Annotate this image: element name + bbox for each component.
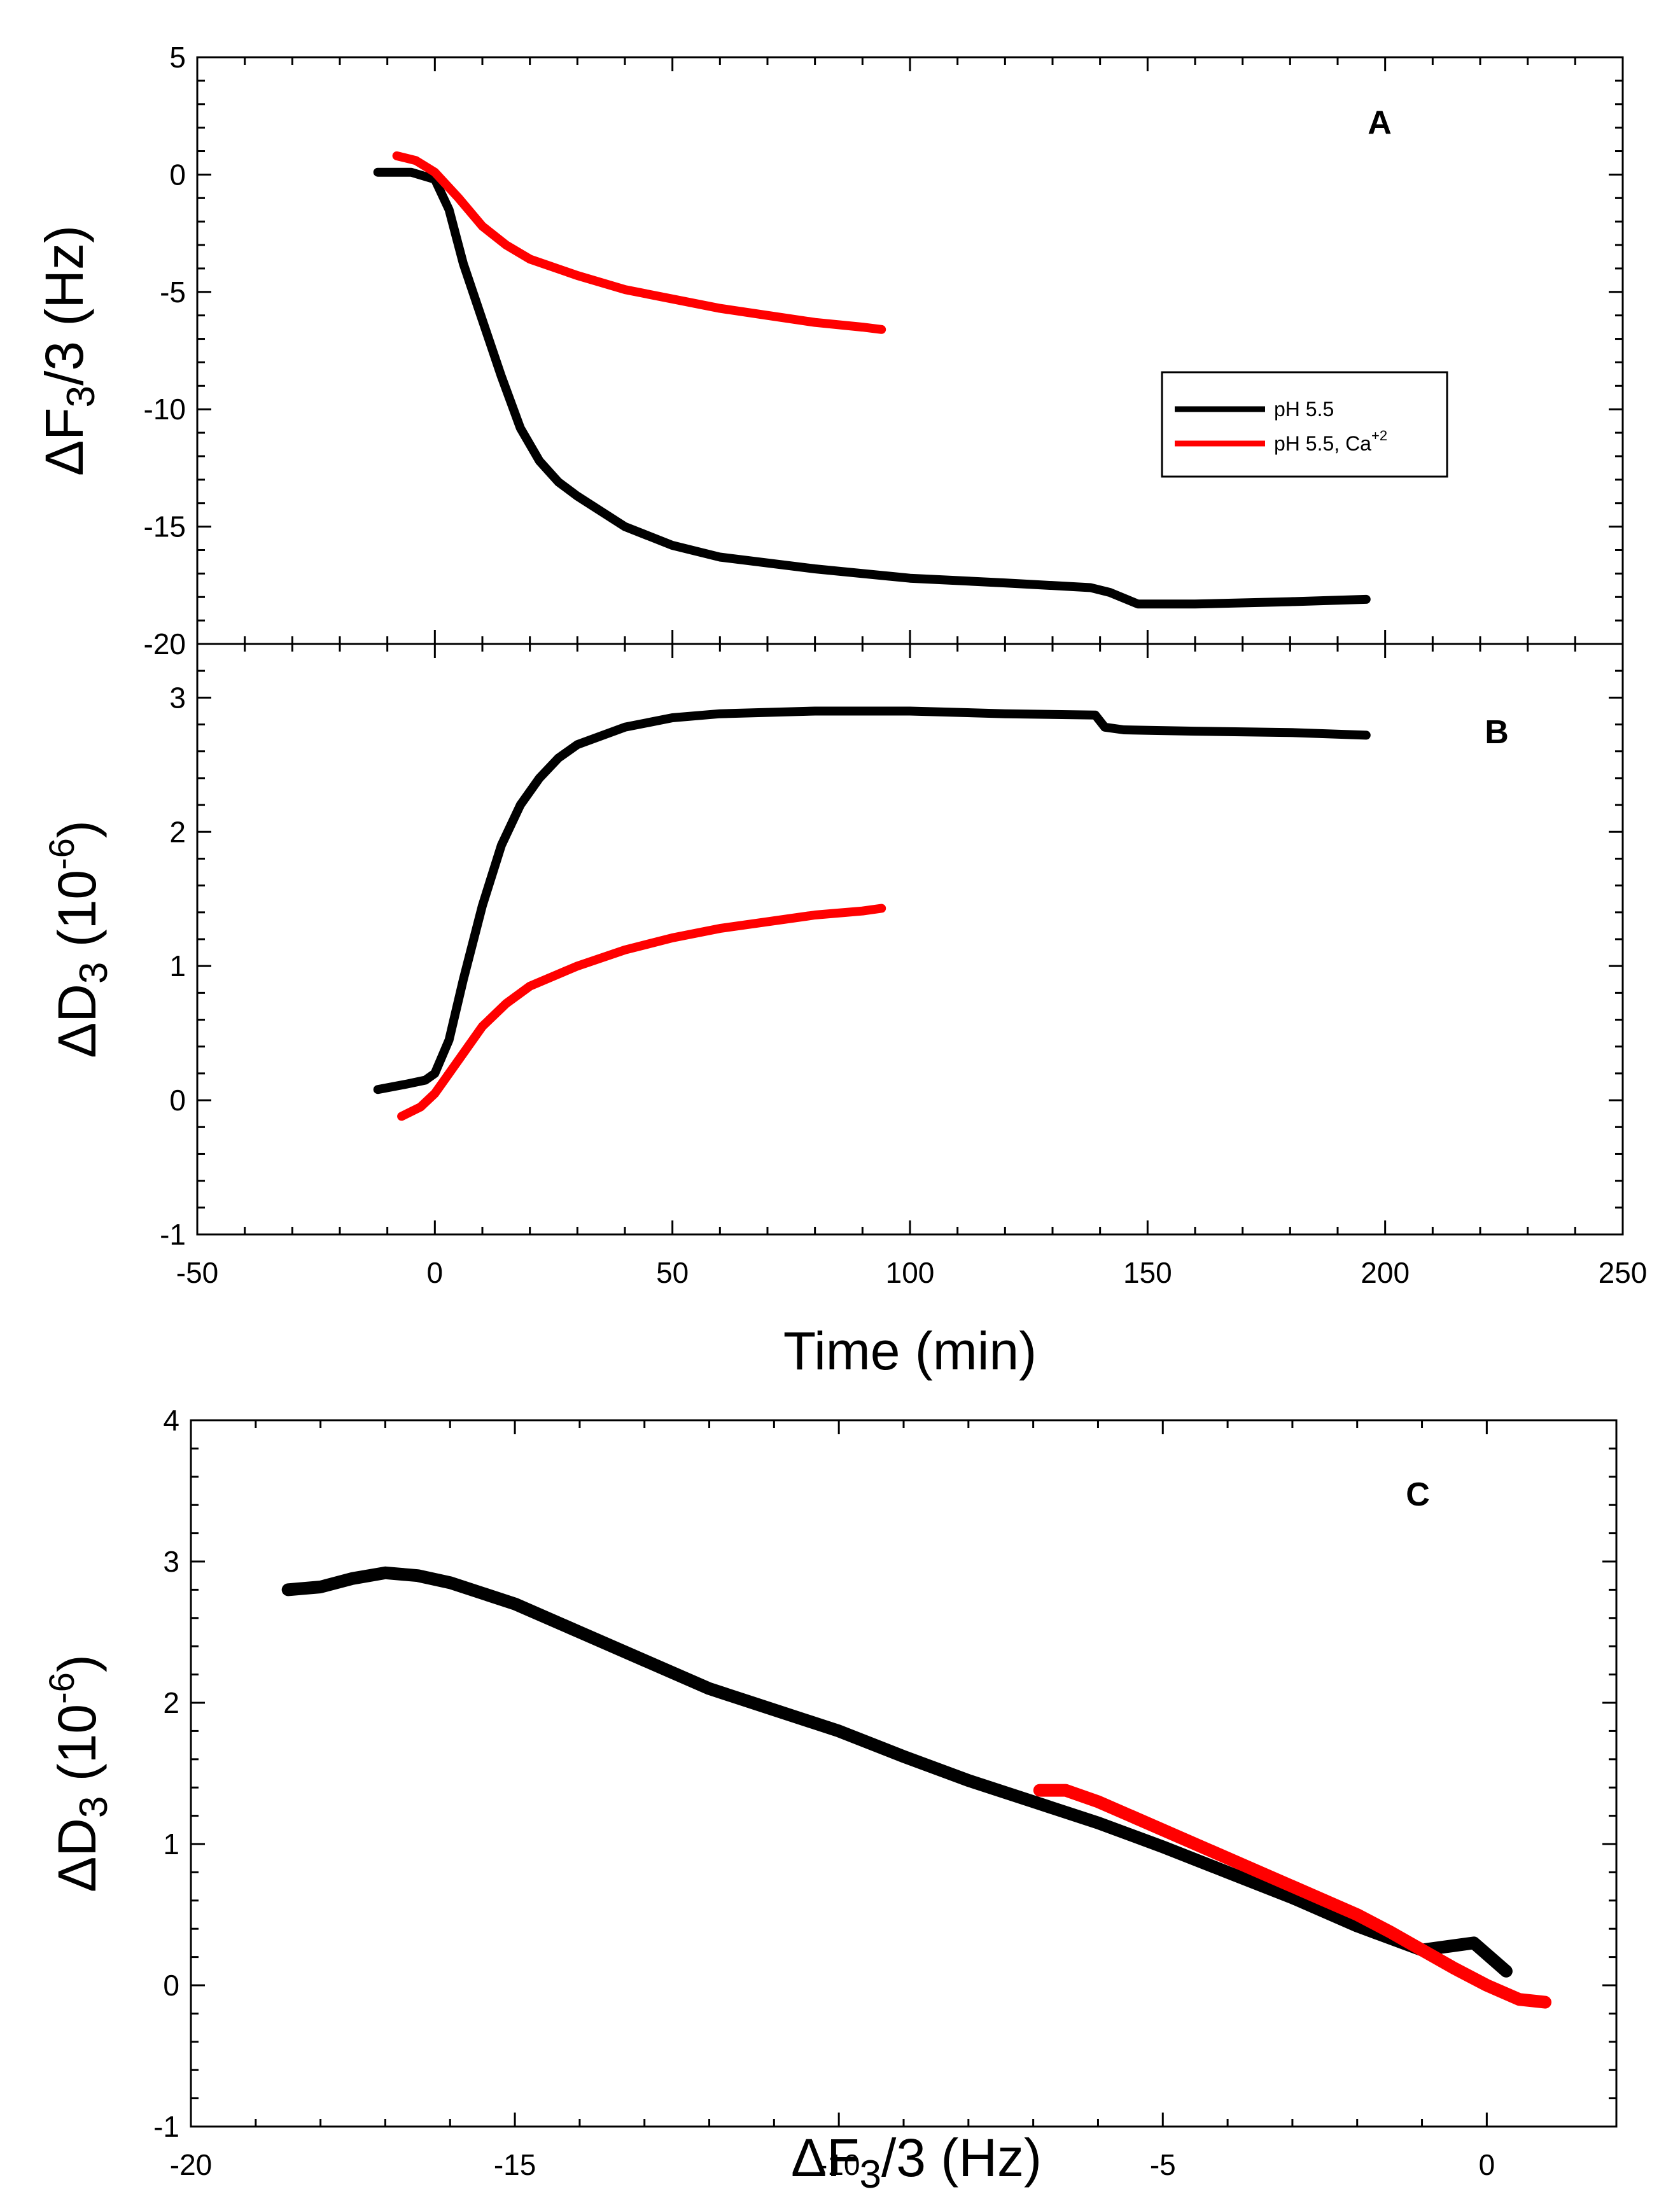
panel-c-ytick-labels: -1 0 1 2 3 4 (153, 1404, 179, 2143)
panel-b-xtick-label: 50 (656, 1256, 689, 1289)
panel-b-ytick-label: 2 (169, 815, 186, 848)
panel-b-series-ph55-ca-line (397, 904, 886, 1121)
panel-a-series-ph55-line (373, 167, 1371, 609)
legend: pH 5.5 pH 5.5, Ca+2 (1161, 371, 1448, 478)
panel-c-xtick-label: 0 (1479, 2148, 1495, 2181)
panel-a-series-ph55-ca-line (392, 151, 886, 334)
panel-c-ytick-label: 2 (163, 1686, 179, 1719)
panel-a-ytick-label: -20 (144, 627, 186, 660)
panel-c-xtick-labels: -20 -15 -10 -5 0 (170, 2148, 1495, 2181)
panel-a-ytick-label: -15 (144, 510, 186, 543)
panel-b-ticks (196, 644, 1624, 1236)
panel-b-xtick-label: 100 (886, 1256, 935, 1289)
panel-c-ytick-label: 1 (163, 1827, 179, 1861)
panel-b-xtick-label: 150 (1123, 1256, 1172, 1289)
panel-a-ylabel: ΔF3/3 (Hz) (34, 225, 103, 476)
panel-b-series-layer (373, 706, 1371, 1121)
panel-a-ytick-label: 0 (169, 158, 186, 191)
panel-b-ytick-label: 3 (169, 681, 186, 714)
panel-c-ytick-label: 4 (163, 1404, 179, 1437)
panel-c-xtick-label: -20 (170, 2148, 212, 2181)
panel-a-ticks (196, 56, 1624, 645)
panel-c-xlabel: ΔF3/3 (Hz) (791, 2128, 1042, 2194)
panel-b: -1 0 1 2 3 -50 0 50 100 150 200 250 ΔD3 (10-6) Tim… (41, 643, 1648, 1381)
panel-c-xtick-label: -15 (494, 2148, 536, 2181)
panel-c-letter: C (1406, 1476, 1430, 1513)
panel-b-xtick-label: 250 (1599, 1256, 1648, 1289)
legend-box (1161, 371, 1448, 478)
panel-b-ylabel: ΔD3 (10-6) (41, 820, 116, 1058)
panel-b-ytick-label: -1 (160, 1218, 186, 1251)
panel-c-series-ph55-line (281, 1566, 1513, 1978)
panel-b-letter: B (1485, 714, 1509, 751)
panel-c-ticks (190, 1419, 1616, 2128)
panel-a: -20 -15 -10 -5 0 5 ΔF3/3 (Hz) A pH 5.5 pH 5.5… (34, 41, 1624, 660)
panel-c-ylabel: ΔD3 (10-6) (41, 1654, 116, 1892)
panel-b-series-ph55-line (373, 706, 1371, 1094)
legend-label-ph55-ca: pH 5.5, Ca+2 (1274, 428, 1387, 455)
panel-b-xlabel: Time (min) (783, 1321, 1037, 1381)
panel-a-series-layer (373, 151, 1371, 609)
panel-c-xtick-label: -10 (818, 2148, 860, 2181)
panel-c-series-layer (281, 1566, 1551, 2009)
panel-b-xtick-labels: -50 0 50 100 150 200 250 (176, 1256, 1648, 1289)
panel-b-xtick-label: 200 (1361, 1256, 1410, 1289)
panel-a-letter: A (1368, 104, 1392, 141)
panel-b-xtick-label: -50 (176, 1256, 218, 1289)
panel-b-ytick-label: 0 (169, 1084, 186, 1117)
panel-b-ytick-label: 1 (169, 949, 186, 982)
panel-a-ytick-label: -5 (160, 276, 186, 309)
panel-a-ytick-labels: -20 -15 -10 -5 0 5 (144, 41, 186, 660)
panel-a-ytick-label: 5 (169, 41, 186, 74)
panel-c-ytick-label: 3 (163, 1545, 179, 1578)
legend-label-ph55: pH 5.5 (1274, 398, 1334, 421)
panel-c-ytick-label: 0 (163, 1969, 179, 2002)
panel-c-xtick-label: -5 (1150, 2148, 1176, 2181)
panel-b-xtick-label: 0 (427, 1256, 444, 1289)
panel-a-ytick-label: -10 (144, 393, 186, 426)
panel-b-ytick-labels: -1 0 1 2 3 (160, 681, 186, 1251)
panel-c-series-ph55-ca-line (1033, 1784, 1551, 2009)
panel-c-ytick-label: -1 (153, 2110, 179, 2143)
